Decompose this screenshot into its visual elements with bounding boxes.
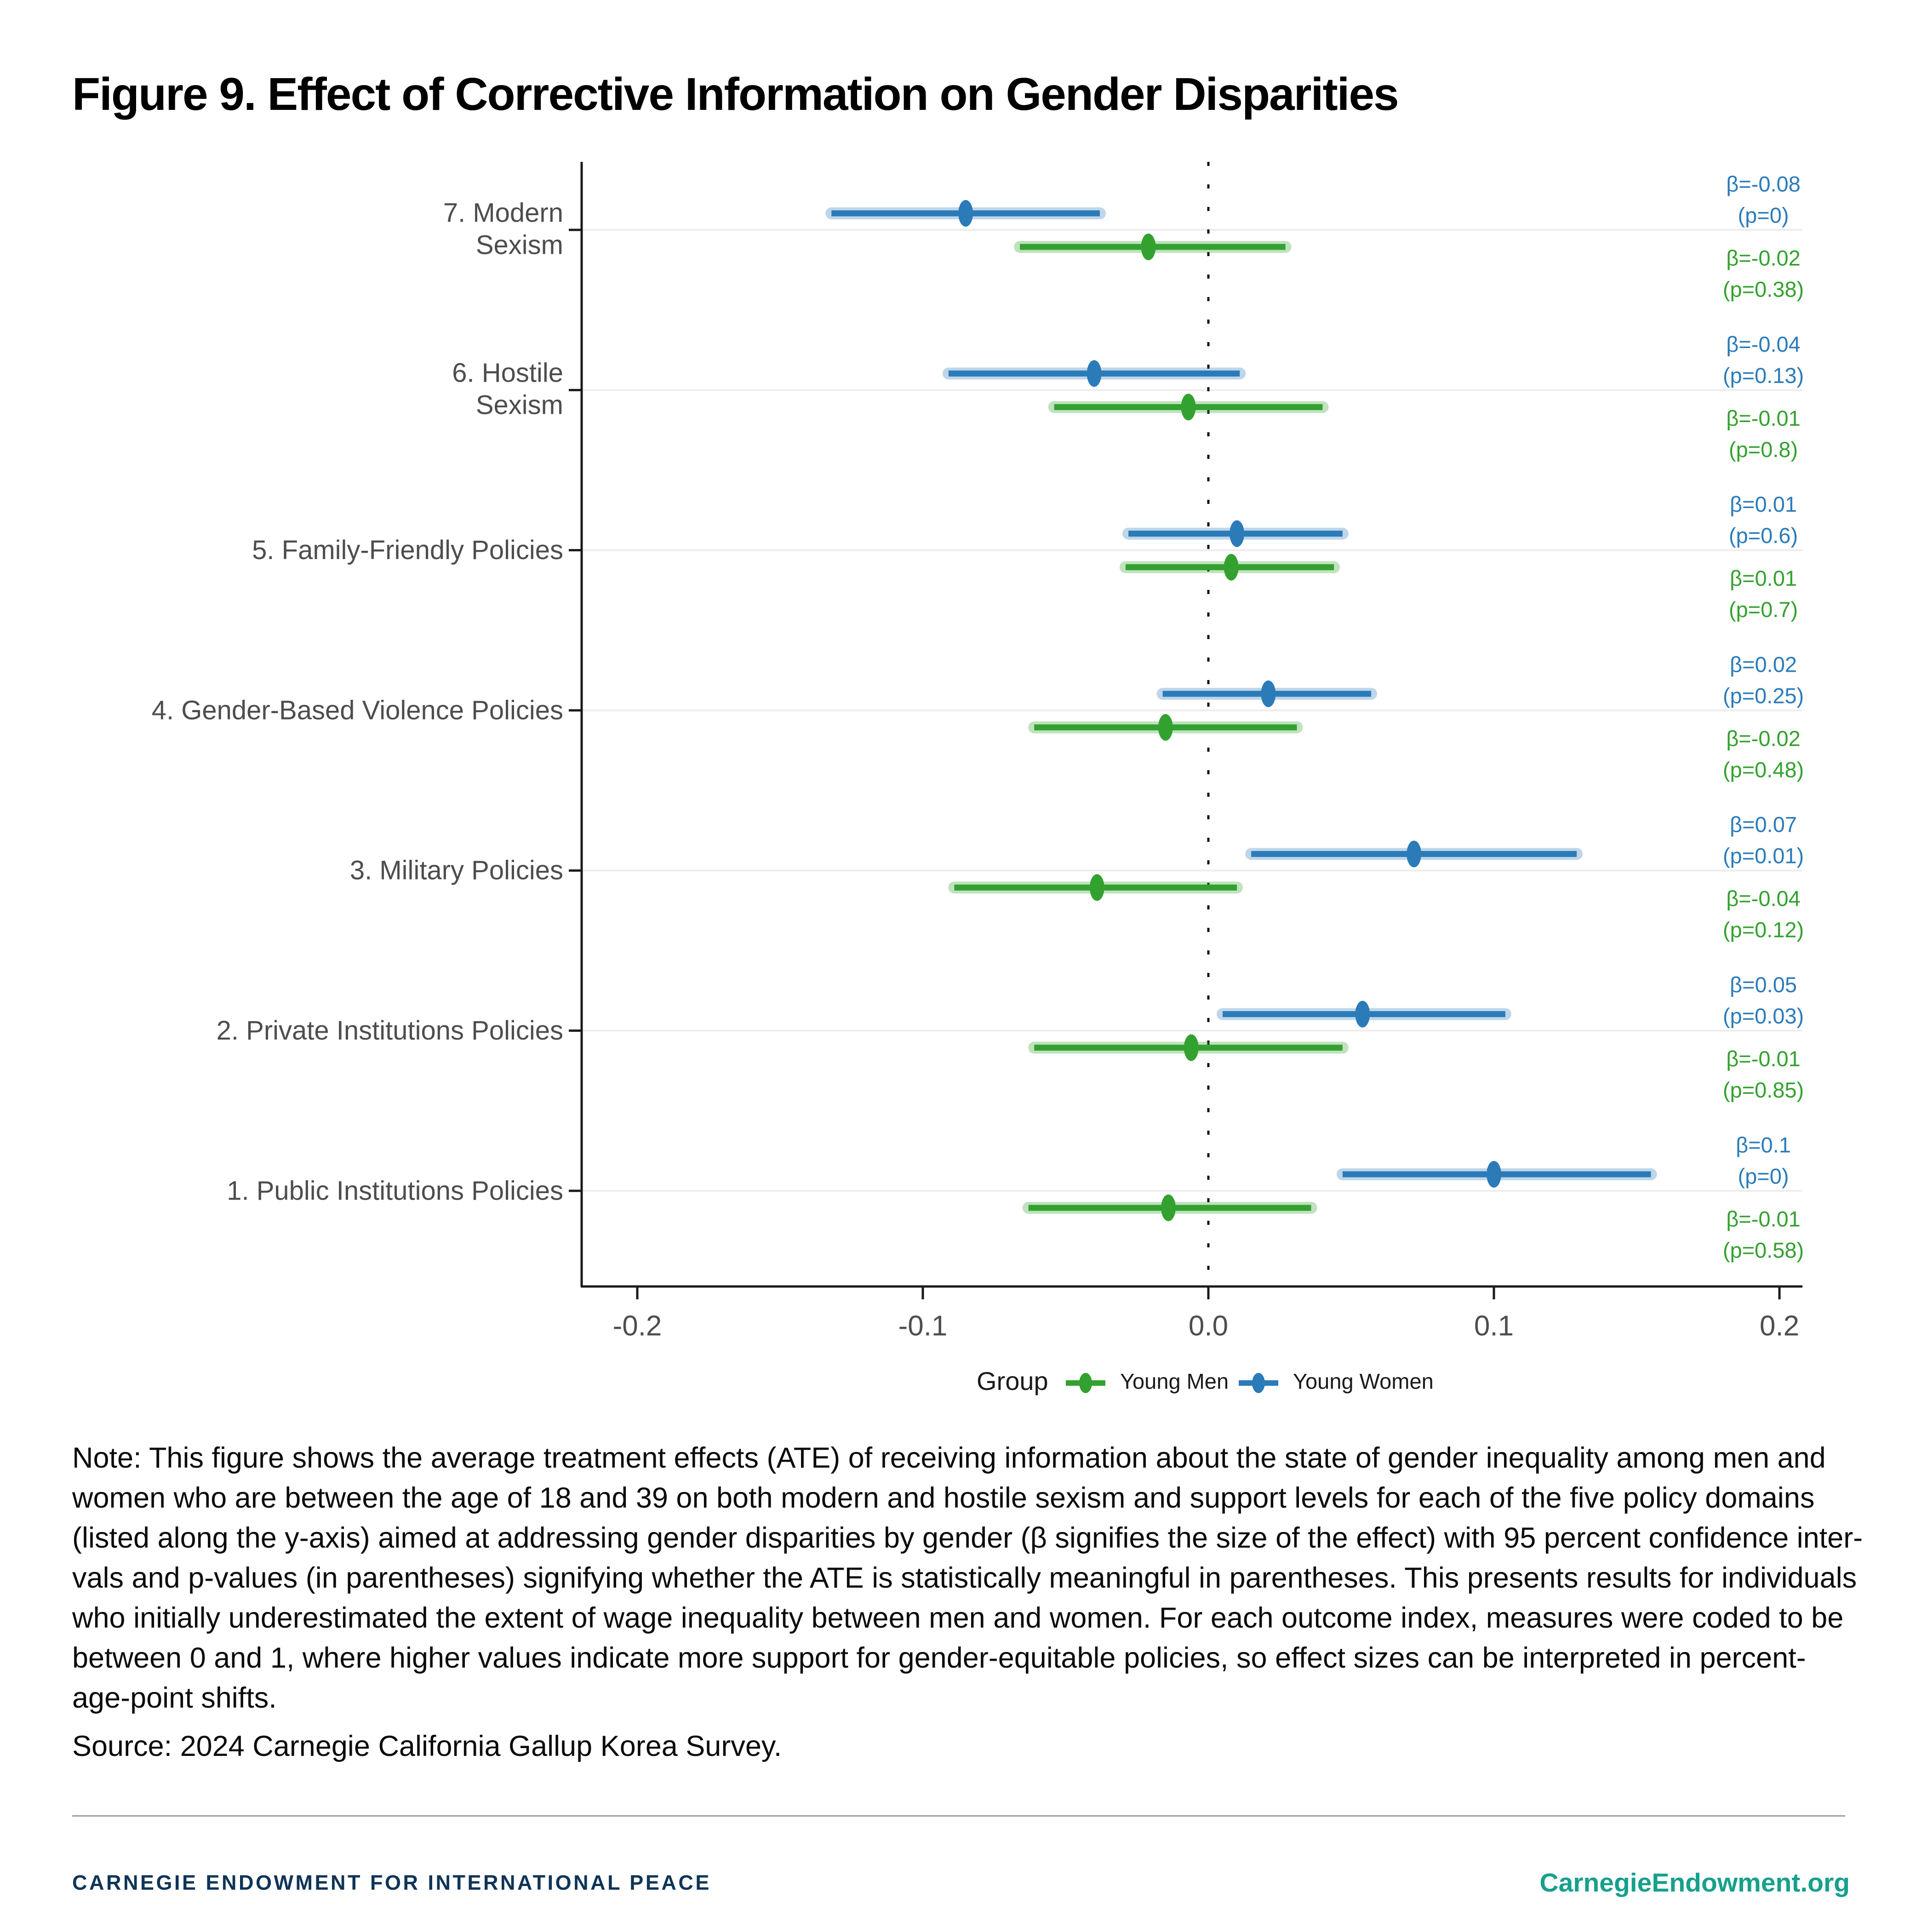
beta-label-young-men: β=-0.01 bbox=[1726, 406, 1801, 430]
p-value-young-men: (p=0.8) bbox=[1729, 437, 1798, 462]
y-axis-label: 3. Military Policies bbox=[350, 856, 563, 886]
legend: Group Young Men Young Women bbox=[977, 1366, 1434, 1395]
point-estimate-young-women bbox=[1407, 840, 1422, 868]
legend-marker-young-men bbox=[1079, 1373, 1092, 1393]
beta-label-young-men: β=-0.02 bbox=[1726, 726, 1801, 750]
beta-label-young-men: β=-0.02 bbox=[1726, 246, 1801, 270]
point-estimate-young-women bbox=[958, 200, 973, 227]
y-axis-label: 4. Gender-Based Violence Policies bbox=[152, 695, 563, 725]
note-line: who initially underestimated the extent … bbox=[72, 1602, 1844, 1634]
x-tick-label: 0.0 bbox=[1189, 1310, 1228, 1342]
footer-divider bbox=[72, 1815, 1845, 1817]
point-estimate-young-men bbox=[1184, 1034, 1199, 1061]
x-tick-label: -0.2 bbox=[613, 1310, 662, 1342]
legend-title: Group bbox=[977, 1366, 1048, 1395]
figure-title: Figure 9. Effect of Corrective Informati… bbox=[72, 69, 1399, 120]
y-axis-label: Sexism bbox=[476, 230, 563, 260]
beta-label-young-men: β=-0.01 bbox=[1726, 1206, 1801, 1231]
point-estimate-young-women bbox=[1087, 360, 1102, 387]
gridlines bbox=[582, 229, 1802, 1192]
p-value-young-men: (p=0.48) bbox=[1723, 757, 1804, 782]
p-value-young-men: (p=0.38) bbox=[1723, 277, 1804, 301]
note-line: women who are between the age of 18 and … bbox=[72, 1482, 1815, 1514]
beta-label-young-men: β=-0.01 bbox=[1726, 1046, 1801, 1071]
point-estimate-young-men bbox=[1181, 394, 1196, 421]
point-estimate-young-men bbox=[1161, 1194, 1176, 1221]
beta-label-young-women: β=0.07 bbox=[1730, 812, 1797, 837]
note-line: (listed along the y-axis) aimed at addre… bbox=[72, 1522, 1863, 1554]
data-series bbox=[825, 200, 1657, 1221]
point-estimate-young-men bbox=[1089, 874, 1104, 901]
point-estimate-young-men bbox=[1224, 554, 1239, 581]
p-value-young-women: (p=0) bbox=[1738, 203, 1789, 227]
axes: -0.2 -0.1 0.0 0.1 0.2 bbox=[569, 162, 1802, 1342]
x-tick-label: -0.1 bbox=[898, 1310, 948, 1342]
footer: CARNEGIE ENDOWMENT FOR INTERNATIONAL PEA… bbox=[72, 1853, 1850, 1913]
beta-label-young-women: β=0.1 bbox=[1736, 1132, 1791, 1157]
y-axis-label: 6. Hostile bbox=[452, 358, 563, 388]
beta-annotations: β=-0.08 (p=0) β=-0.02 (p=0.38) β=-0.04 (p=0.1… bbox=[1723, 171, 1804, 1262]
p-value-young-men: (p=0.85) bbox=[1723, 1078, 1804, 1102]
point-estimate-young-women bbox=[1230, 520, 1245, 547]
point-estimate-young-men bbox=[1141, 234, 1156, 260]
beta-label-young-men: β=0.01 bbox=[1730, 566, 1797, 590]
y-axis-label: 1. Public Institutions Policies bbox=[227, 1176, 563, 1206]
point-estimate-young-women bbox=[1261, 680, 1276, 707]
y-axis-label: Sexism bbox=[476, 390, 563, 420]
p-value-young-women: (p=0.25) bbox=[1723, 683, 1804, 708]
note-line: between 0 and 1, where higher values ind… bbox=[72, 1642, 1806, 1674]
legend-label-young-women: Young Women bbox=[1293, 1369, 1434, 1393]
y-axis-label: 2. Private Institutions Policies bbox=[217, 1016, 563, 1046]
p-value-young-women: (p=0.6) bbox=[1729, 523, 1798, 548]
footer-org-name: CARNEGIE ENDOWMENT FOR INTERNATIONAL PEA… bbox=[72, 1871, 711, 1894]
note-line: Note: This figure shows the average trea… bbox=[72, 1442, 1826, 1474]
y-axis-label: 7. Modern bbox=[443, 198, 563, 228]
legend-label-young-men: Young Men bbox=[1120, 1369, 1229, 1393]
p-value-young-men: (p=0.58) bbox=[1723, 1238, 1804, 1262]
y-axis-label: 5. Family-Friendly Policies bbox=[252, 535, 563, 565]
point-estimate-young-women bbox=[1487, 1160, 1501, 1188]
legend-marker-young-women bbox=[1252, 1373, 1265, 1393]
beta-label-young-women: β=0.02 bbox=[1730, 652, 1797, 676]
beta-label-young-men: β=-0.04 bbox=[1726, 886, 1801, 911]
note-line: vals and p-values (in parentheses) signi… bbox=[72, 1562, 1857, 1594]
beta-label-young-women: β=0.05 bbox=[1730, 972, 1797, 997]
beta-label-young-women: β=-0.04 bbox=[1726, 332, 1801, 356]
forest-plot: -0.2 -0.1 0.0 0.1 0.2 β=-0.08 (p=0) β=-0.02 (p=0… bbox=[152, 162, 1804, 1395]
figure-note: Note: This figure shows the average trea… bbox=[72, 1438, 1863, 1718]
beta-label-young-women: β=0.01 bbox=[1730, 492, 1797, 516]
p-value-young-women: (p=0) bbox=[1738, 1164, 1789, 1188]
x-tick-label: 0.1 bbox=[1474, 1310, 1514, 1342]
p-value-young-women: (p=0.01) bbox=[1723, 844, 1804, 868]
p-value-young-women: (p=0.13) bbox=[1723, 363, 1804, 388]
beta-label-young-women: β=-0.08 bbox=[1726, 171, 1801, 196]
p-value-young-men: (p=0.12) bbox=[1723, 918, 1804, 942]
point-estimate-young-women bbox=[1355, 1000, 1370, 1028]
x-tick-label: 0.2 bbox=[1760, 1310, 1799, 1342]
p-value-young-women: (p=0.03) bbox=[1723, 1004, 1804, 1028]
source-line: Source: 2024 Carnegie California Gallup … bbox=[72, 1730, 782, 1762]
footer-website-link[interactable]: CarnegieEndowment.org bbox=[1539, 1868, 1850, 1898]
point-estimate-young-men bbox=[1158, 714, 1173, 741]
p-value-young-men: (p=0.7) bbox=[1729, 597, 1798, 622]
note-line: age-point shifts. bbox=[72, 1682, 277, 1714]
